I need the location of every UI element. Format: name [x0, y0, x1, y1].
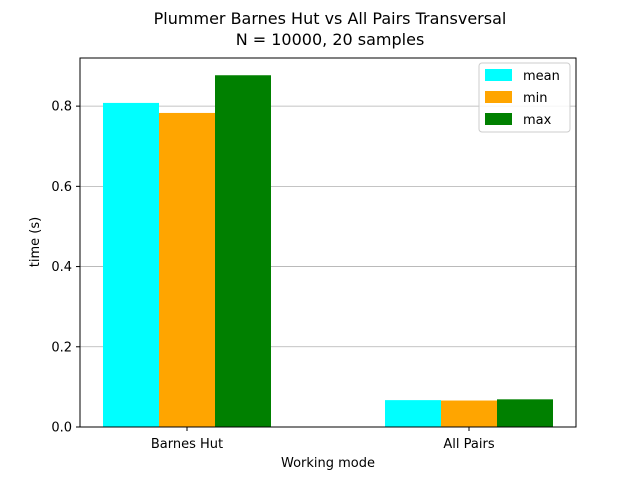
x-axis-label: Working mode [281, 456, 375, 471]
chart-title: Plummer Barnes Hut vs All Pairs Transver… [154, 9, 507, 28]
y-tick-label: 0.6 [51, 180, 72, 195]
y-tick-label: 0.4 [51, 260, 72, 275]
y-tick-label: 0.8 [51, 100, 72, 115]
y-tick-label: 0.0 [51, 421, 72, 436]
x-tick-label: Barnes Hut [151, 437, 223, 452]
y-axis-label: time (s) [28, 217, 43, 267]
plot-frame [79, 57, 577, 428]
y-tick-label: 0.2 [51, 340, 72, 355]
legend-label-mean: mean [523, 69, 560, 84]
bar-min-0 [159, 112, 215, 427]
bars [103, 75, 553, 428]
bar-min-1 [441, 400, 497, 427]
legend-swatch-min [485, 91, 512, 103]
legend: mean min max [478, 62, 571, 133]
bar-mean-0 [103, 102, 159, 427]
bar-mean-1 [385, 400, 441, 427]
legend-label-max: max [523, 113, 552, 128]
x-tick-label: All Pairs [443, 437, 494, 452]
bar-max-1 [497, 399, 553, 427]
y-axis-ticks: 0.0 0.2 0.4 0.6 0.8 [51, 100, 80, 436]
legend-swatch-mean [485, 69, 512, 81]
bar-max-0 [215, 75, 271, 428]
x-axis-ticks: Barnes Hut All Pairs [151, 427, 495, 452]
legend-label-min: min [523, 91, 548, 106]
chart-subtitle: N = 10000, 20 samples [236, 30, 425, 49]
legend-swatch-max [485, 113, 512, 125]
